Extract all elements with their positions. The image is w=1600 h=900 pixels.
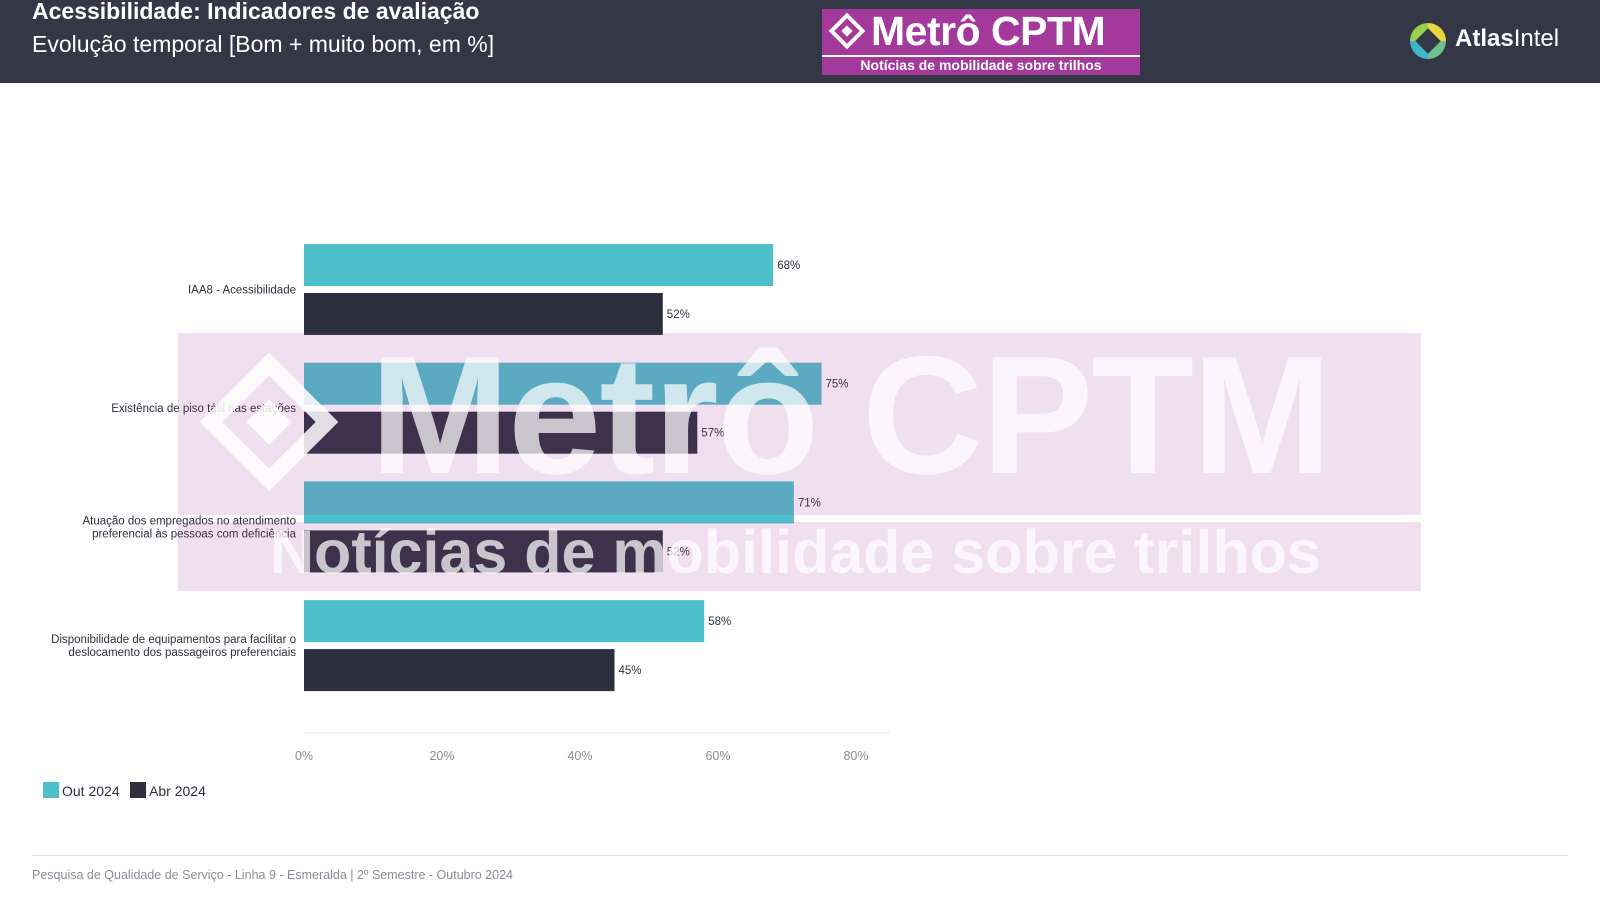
bar [304, 481, 794, 524]
data-label: 57% [701, 428, 724, 440]
bar [304, 530, 663, 573]
atlas-intel-icon [1410, 23, 1446, 59]
page-subtitle: Evolução temporal [Bom + muito bom, em %… [32, 31, 495, 57]
metro-cptm-logo: Metrô CPTM Notícias de mobilidade sobre … [822, 8, 1140, 75]
category-label: Atuação dos empregados no atendimento [82, 515, 296, 527]
x-tick-label: 40% [567, 749, 592, 763]
data-label: 71% [798, 497, 821, 509]
x-tick-label: 60% [705, 749, 730, 763]
category-label: IAA8 - Acessibilidade [188, 285, 296, 297]
x-tick-label: 80% [843, 749, 868, 763]
atlas-intel-logo: AtlasIntel [1455, 25, 1560, 52]
bar [304, 293, 663, 335]
bar [304, 244, 774, 286]
chart-legend: Out 2024 Abr 2024 [43, 782, 212, 802]
bar [304, 411, 698, 454]
footer-divider [32, 855, 1568, 856]
category-label: preferencial às pessoas com deficiência [92, 528, 297, 540]
page-title: Acessibilidade: Indicadores de avaliação [32, 0, 480, 24]
header-bar: Acessibilidade: Indicadores de avaliação… [0, 0, 1600, 83]
bar [304, 362, 822, 405]
x-tick-label: 20% [429, 749, 454, 763]
data-label: 68% [777, 260, 800, 272]
data-label: 52% [667, 546, 690, 558]
legend-item-out-2024: Out 2024 [43, 782, 120, 801]
category-label: deslocamento dos passageiros preferencia… [68, 647, 296, 659]
legend-swatch-out-2024 [43, 782, 59, 798]
data-label: 52% [667, 309, 690, 321]
x-tick-label: 0% [295, 749, 313, 763]
data-label: 75% [826, 379, 849, 391]
metro-cptm-brand: Metrô CPTM [871, 8, 1106, 54]
bar [304, 649, 615, 692]
metro-cptm-tagline: Notícias de mobilidade sobre trilhos [860, 57, 1102, 73]
bar [304, 600, 705, 643]
data-label: 45% [619, 665, 642, 677]
data-label: 58% [708, 616, 731, 628]
footer-text: Pesquisa de Qualidade de Serviço - Linha… [32, 868, 513, 882]
category-label: Existência de piso tátil nas estações [111, 403, 296, 415]
legend-swatch-abr-2024 [130, 782, 147, 798]
category-label: Disponibilidade de equipamentos para fac… [51, 634, 296, 646]
legend-item-abr-2024: Abr 2024 [130, 782, 206, 801]
